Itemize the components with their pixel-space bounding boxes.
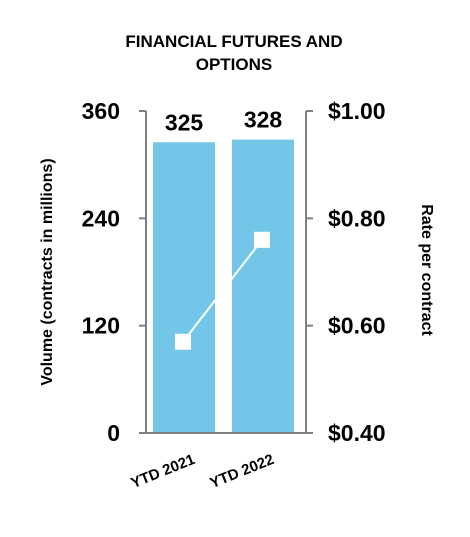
left-tick-labels: 0 120 240 360	[82, 98, 120, 446]
bar-1	[153, 142, 215, 434]
bar-data-label-1: 325	[165, 109, 204, 135]
bar-2	[232, 139, 294, 433]
left-axis-title: Volume (contracts in millions)	[39, 158, 56, 385]
bar-group	[153, 139, 294, 434]
category-label-group: YTD 2021 YTD 2022	[129, 451, 277, 492]
right-tick-label: $0.40	[328, 420, 386, 446]
category-label-1: YTD 2021	[129, 451, 198, 492]
bar-data-label-2: 328	[244, 107, 283, 133]
rate-point-2	[254, 231, 270, 248]
right-tick-label: $0.60	[328, 313, 386, 339]
axes-group	[139, 110, 313, 434]
right-tick-label: $1.00	[328, 98, 386, 124]
chart-title-line-2: OPTIONS	[196, 55, 273, 74]
right-axis-title: Rate per contract	[418, 204, 435, 336]
left-tick-label: 360	[82, 98, 120, 124]
right-tick-labels: $0.40 $0.60 $0.80 $1.00	[328, 98, 386, 446]
chart-title: FINANCIAL FUTURES AND OPTIONS	[125, 32, 342, 74]
right-tick-label: $0.80	[328, 205, 386, 231]
rate-point-1	[175, 333, 191, 350]
chart-title-line-1: FINANCIAL FUTURES AND	[125, 32, 342, 51]
rate-line-group	[175, 231, 270, 350]
left-tick-label: 120	[82, 313, 120, 339]
left-tick-label: 0	[107, 420, 120, 446]
rate-line	[182, 239, 263, 343]
left-tick-label: 240	[82, 205, 120, 231]
data-label-group: 325 328	[165, 107, 283, 136]
category-label-2: YTD 2022	[208, 451, 277, 492]
